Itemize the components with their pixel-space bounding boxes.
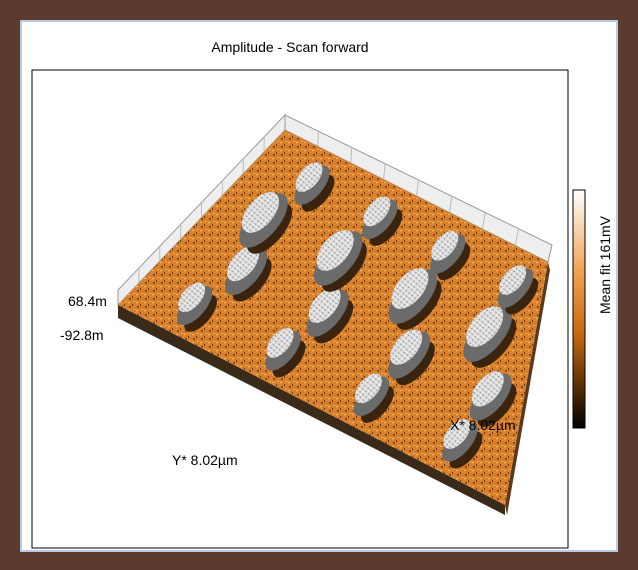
afm-view: Amplitude - Scan forward 68.4m -92.8m Y*… [0,0,638,570]
z-max-label: 68.4m [68,293,107,309]
y-axis-label: Y* 8.02µm [172,452,238,468]
z-min-label: -92.8m [60,327,104,343]
title: Amplitude - Scan forward [211,39,368,55]
wall-grid [318,131,319,146]
colorbar-label: Mean fit 161mV [597,215,613,314]
x-axis-label: X* 8.02µm [450,417,516,433]
colorbar [573,190,585,428]
